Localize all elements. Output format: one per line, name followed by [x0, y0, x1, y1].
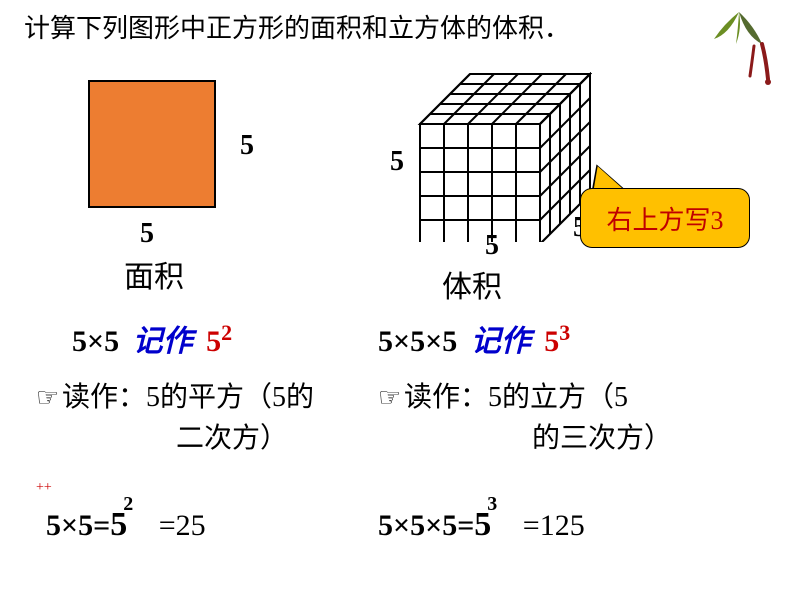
left-jizuo: 记作	[133, 325, 193, 358]
cube-figure	[412, 72, 592, 247]
callout-bubble: 右上方写3	[580, 188, 750, 248]
right-read-text2: 的三次方）	[532, 423, 672, 454]
square-label-right: 5	[240, 130, 254, 162]
left-expr: 5×5	[72, 325, 119, 358]
right-read: ☞读作：5的立方（5 的三次方）	[378, 378, 738, 459]
plant-decoration	[694, 4, 784, 94]
left-expression: 5×5 记作 52	[72, 316, 232, 360]
right-read-label: 读作：	[404, 382, 488, 413]
page-title: 计算下列图形中正方形的面积和立方体的体积．	[24, 8, 570, 45]
right-equation: 5×5×5=53 =125	[378, 506, 585, 544]
left-power-base: 5	[206, 325, 221, 358]
hand-icon: ☞	[378, 379, 400, 417]
left-eq-exp: 2	[123, 493, 133, 515]
hand-icon: ☞	[36, 379, 58, 417]
left-power-exp: 2	[221, 320, 232, 345]
left-eq-result: =25	[159, 509, 206, 542]
left-eq-lhs: 5×5=	[46, 509, 110, 542]
right-expr: 5×5×5	[378, 325, 457, 358]
right-power-exp: 3	[559, 320, 570, 345]
right-power: 53	[544, 325, 570, 358]
tiny-cross-icon: ++	[36, 480, 52, 496]
area-caption: 面积	[124, 252, 184, 296]
left-read-text2: 二次方）	[176, 423, 288, 454]
left-power: 52	[206, 325, 232, 358]
left-read-label: 读作：	[62, 382, 146, 413]
left-read-text1: 5的平方（5的	[146, 382, 314, 413]
square-figure	[88, 80, 216, 208]
square-label-bottom: 5	[140, 218, 154, 250]
right-eq-result: =125	[523, 509, 585, 542]
cube-label-left: 5	[390, 146, 404, 178]
right-power-base: 5	[544, 325, 559, 358]
right-eq-lhs: 5×5×5=	[378, 509, 474, 542]
right-eq-exp: 3	[487, 493, 497, 515]
volume-caption: 体积	[442, 262, 502, 306]
right-read-text1: 5的立方（5	[488, 382, 628, 413]
right-expression: 5×5×5 记作 53	[378, 316, 570, 360]
left-equation: 5×5=52 =25	[46, 506, 206, 544]
right-jizuo: 记作	[471, 325, 531, 358]
left-read: ☞读作：5的平方（5的 二次方）	[36, 378, 376, 459]
cube-label-bottom: 5	[485, 230, 499, 262]
